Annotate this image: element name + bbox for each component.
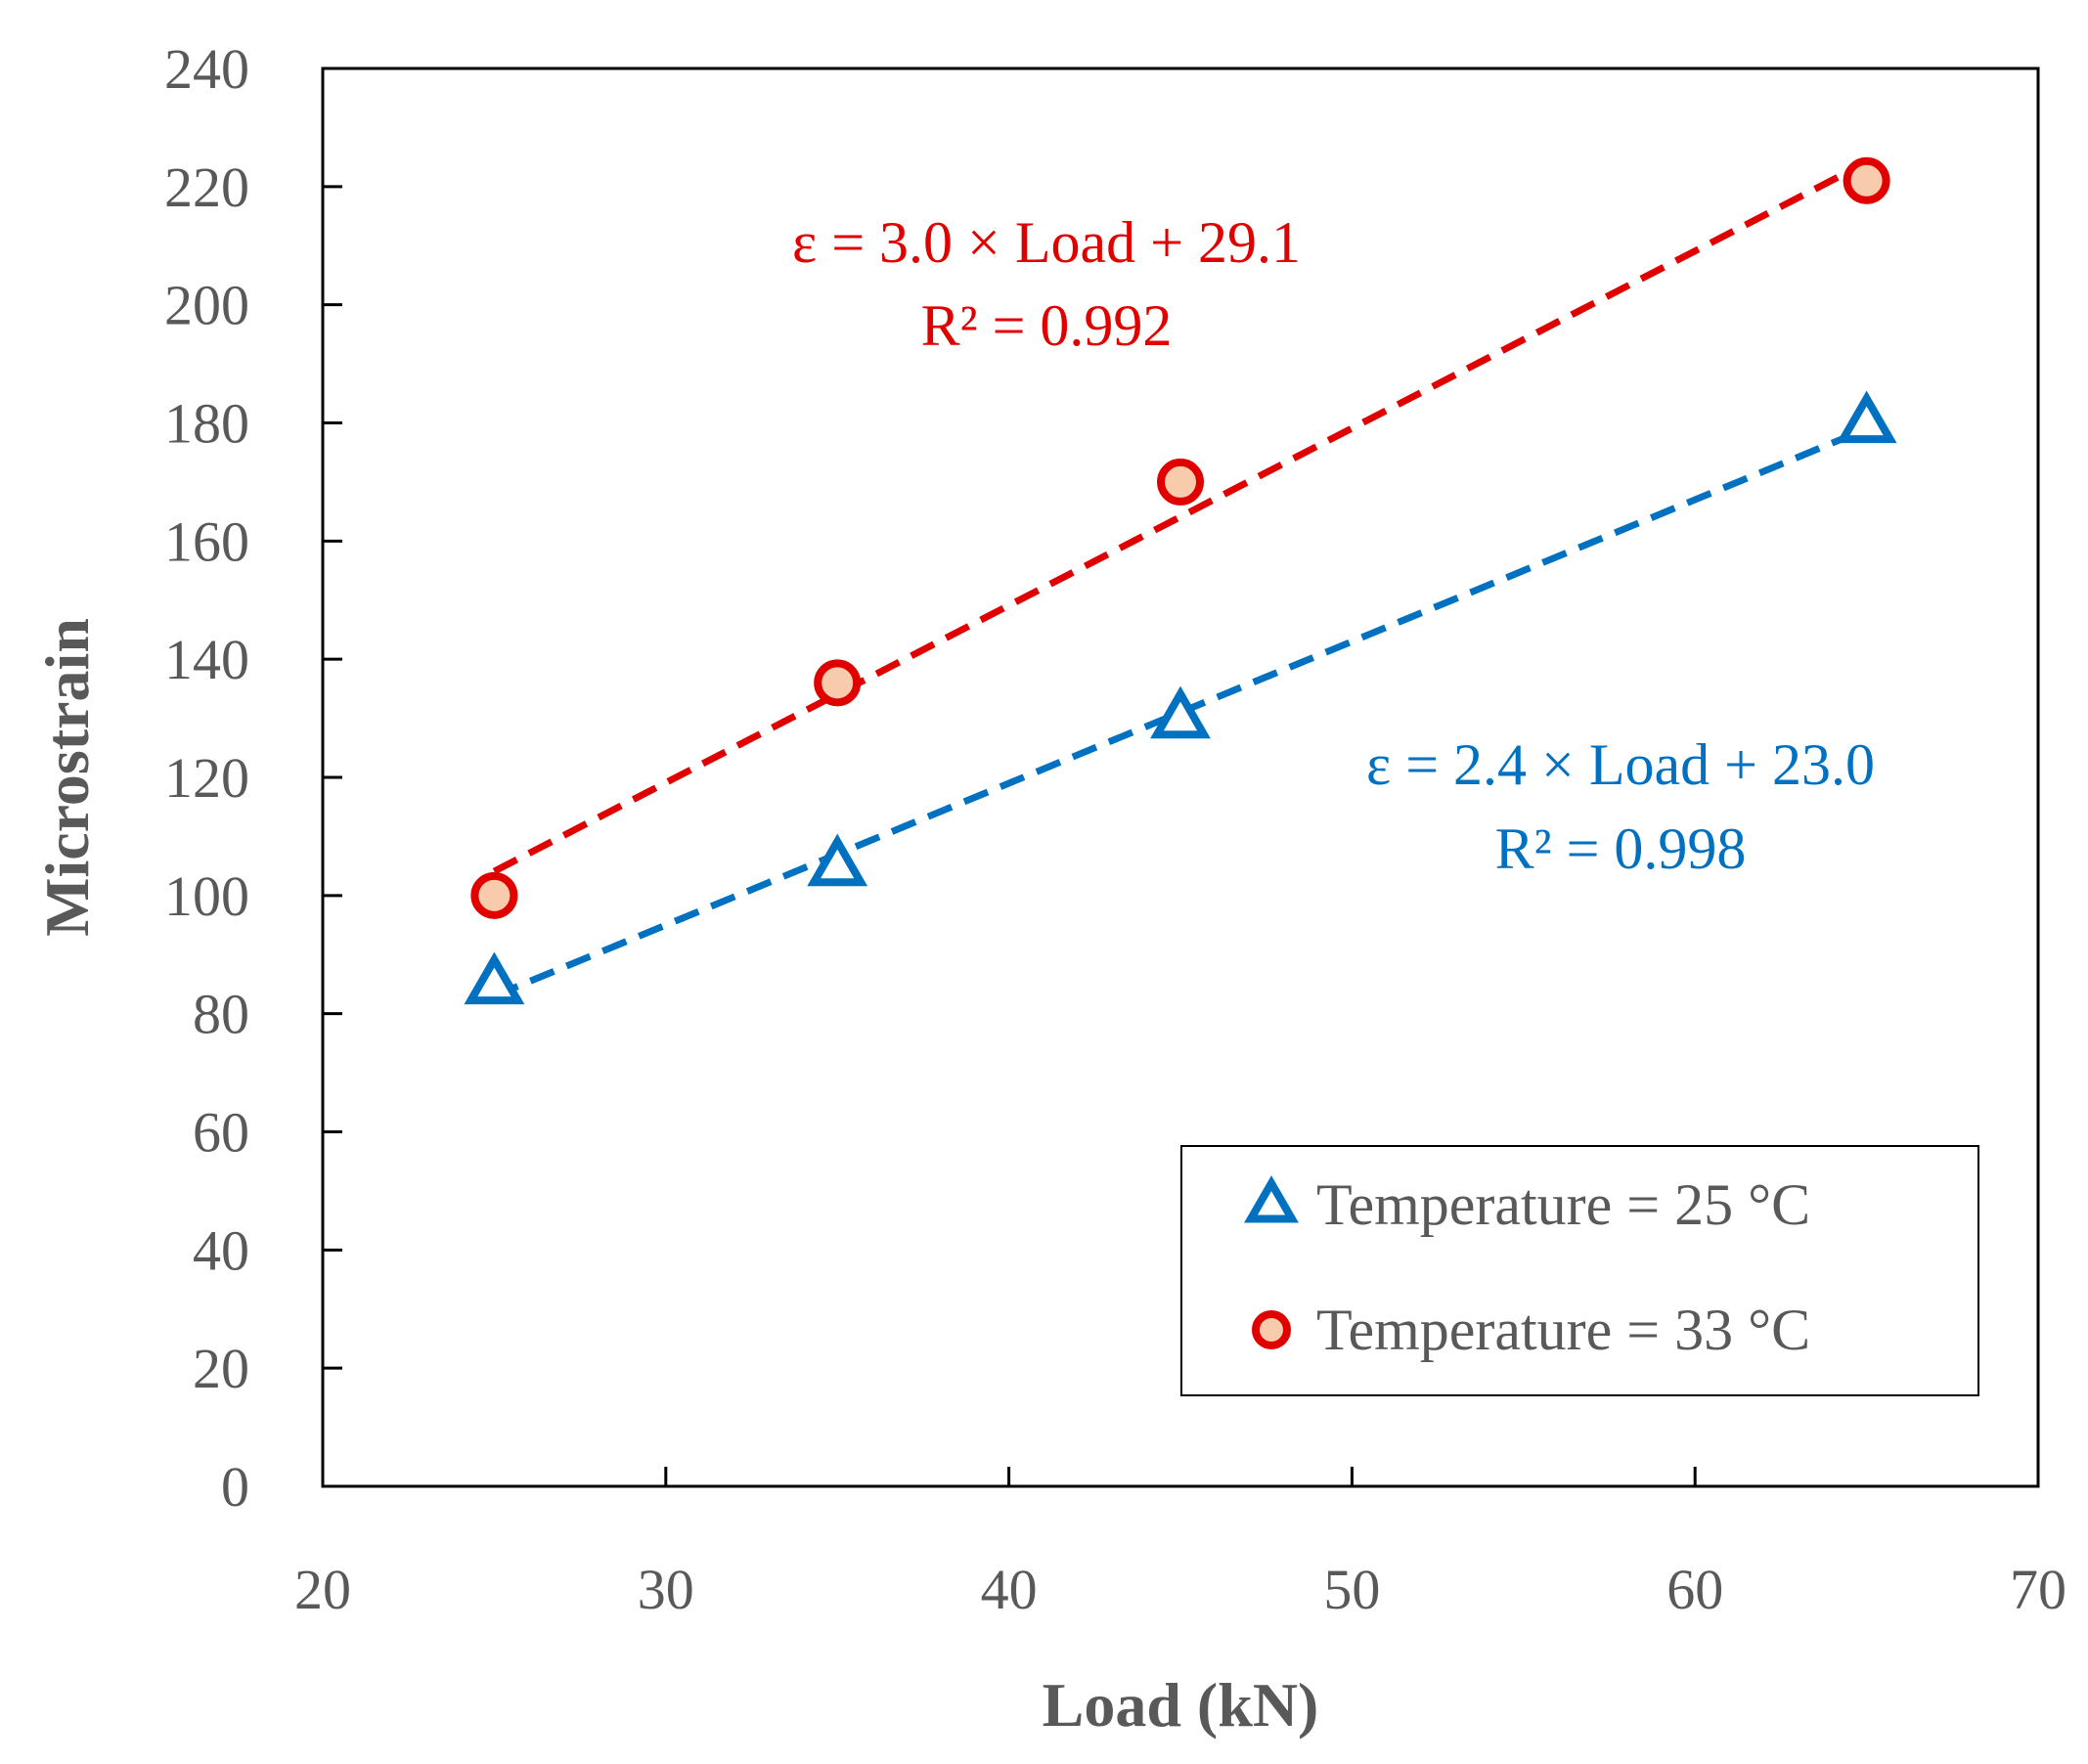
- y-tick-label: 140: [164, 628, 249, 691]
- data-point-25c: [1150, 685, 1211, 739]
- y-tick-label: 180: [164, 392, 249, 456]
- axis-ticks: [321, 66, 2040, 1488]
- r2-25c: R² = 0.998: [1495, 816, 1747, 881]
- r2-33c: R² = 0.992: [921, 293, 1173, 358]
- y-tick-label: 40: [193, 1218, 249, 1282]
- data-markers: [464, 156, 1897, 1005]
- y-tick-label: 80: [193, 983, 249, 1046]
- x-tick-label: 40: [981, 1558, 1038, 1621]
- x-tick-label: 20: [294, 1558, 351, 1621]
- equation-25c: ε = 2.4 × Load + 23.0: [1366, 732, 1875, 797]
- trendline-25c: [493, 425, 1868, 999]
- y-tick-label: 120: [164, 746, 249, 810]
- data-point-25c: [464, 951, 525, 1005]
- x-tick-labels: 20 30 40 50 60 70: [294, 1558, 2066, 1621]
- data-point-25c: [807, 833, 868, 887]
- x-tick-label: 30: [638, 1558, 694, 1621]
- trendlines: [492, 158, 1869, 999]
- data-point-25c: [1836, 390, 1897, 444]
- legend-circle-marker: [1252, 1310, 1291, 1349]
- x-axis-title: Load (kN): [1043, 1670, 1319, 1740]
- y-tick-label: 60: [193, 1101, 249, 1165]
- x-tick-label: 60: [1666, 1558, 1723, 1621]
- legend-circle: [1252, 1310, 1291, 1349]
- legend-triangle-marker: [1244, 1175, 1299, 1223]
- x-tick-label: 70: [2010, 1558, 2066, 1621]
- data-point-33c: [1843, 156, 1890, 204]
- y-axis-title: Microstrain: [32, 618, 102, 937]
- legend-label-25c: Temperature = 25 °C: [1316, 1172, 1810, 1237]
- y-tick-labels: 0 20 40 60 80 100 120 140 160 180 200 220 240: [164, 37, 249, 1519]
- legend-triangle: [1244, 1175, 1299, 1223]
- y-tick-label: 100: [164, 864, 249, 928]
- equation-33c: ε = 3.0 × Load + 29.1: [792, 210, 1301, 275]
- data-point-33c: [1157, 458, 1204, 506]
- data-point-33c: [470, 871, 518, 919]
- y-tick-label: 160: [164, 509, 249, 573]
- y-tick-label: 20: [193, 1337, 249, 1400]
- data-point-33c: [814, 659, 862, 707]
- y-tick-label: 0: [221, 1455, 249, 1519]
- trendline-33c: [492, 158, 1869, 875]
- y-tick-label: 240: [164, 37, 249, 101]
- y-tick-label: 220: [164, 155, 249, 219]
- y-tick-label: 200: [164, 274, 249, 337]
- legend-label-33c: Temperature = 33 °C: [1316, 1298, 1810, 1362]
- legend-box: [1180, 1145, 1979, 1396]
- legend: Temperature = 25 °C Temperature = 33 °C: [1180, 1145, 1979, 1396]
- x-tick-label: 50: [1323, 1558, 1380, 1621]
